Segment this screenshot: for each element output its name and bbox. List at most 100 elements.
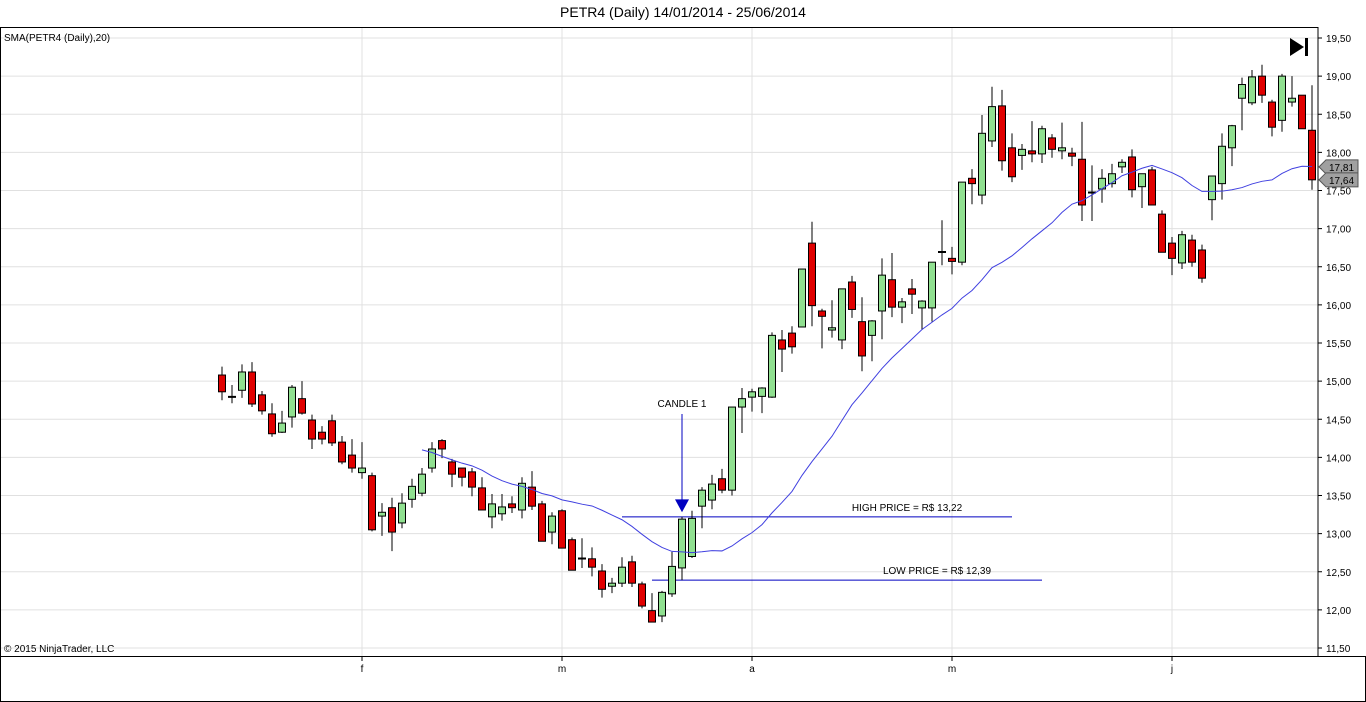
y-tick-label: 16,00 [1326,301,1351,312]
candle-body [508,503,516,509]
chart-title: PETR4 (Daily) 14/01/2014 - 25/06/2014 [560,4,806,20]
price-flag-label: 17,64 [1329,176,1354,187]
candle-body [768,334,776,398]
candle-body [228,395,236,398]
candle [268,403,276,437]
candle-body [918,300,926,309]
candle-body [778,339,786,350]
candle-body [1118,161,1126,168]
candle-body [268,413,276,435]
candle [338,436,346,465]
candle [258,391,266,415]
candle-body [648,610,656,623]
candle-body [248,371,256,405]
candle-body [398,502,406,524]
candle [348,439,356,473]
candle [988,86,996,148]
candle-body [1248,76,1256,104]
candle-1-label: CANDLE 1 [658,399,707,410]
candle-body [298,398,306,414]
candle [1218,133,1226,200]
candle-body [348,454,356,469]
candle-body [458,467,466,478]
skip-arrow [1290,38,1304,56]
candle [328,414,336,446]
candle [918,300,926,331]
candle-body [658,591,666,617]
skip-bar [1305,38,1308,56]
candle [788,326,796,354]
candle-body [1138,173,1146,188]
candle-body [568,539,576,571]
candle-body [328,420,336,444]
candle-body [1228,125,1236,149]
candle-body [1188,239,1196,263]
candle-body [318,431,326,440]
candle-body [618,566,626,584]
skip-to-end-icon[interactable] [1290,38,1308,56]
candle-body [998,105,1006,162]
x-tick-label: m [558,664,566,675]
candle [1048,134,1056,158]
candle-body [358,467,366,474]
candle [1268,99,1276,137]
candle-body [1018,148,1026,156]
candle-body [958,181,966,263]
candle [498,493,506,521]
candle-body [948,257,956,262]
price-flag [1318,159,1359,175]
y-tick-label: 14,50 [1326,415,1351,426]
candle [678,516,686,581]
candle [458,467,466,487]
candle-body [938,251,946,253]
candle [488,493,496,529]
candle [508,496,516,514]
candle [718,468,726,494]
candle [638,581,646,609]
candle-body [908,288,916,295]
candle-body [1008,147,1016,178]
candle [408,478,416,508]
x-tick-label: f [361,664,364,675]
candle [538,500,546,542]
y-tick-label: 12,50 [1326,568,1351,579]
y-tick-label: 15,00 [1326,377,1351,388]
candle [808,221,816,327]
candle-body [308,419,316,440]
candle-body [1038,128,1046,155]
candle [728,406,736,496]
candle [598,564,606,598]
candle [618,557,626,587]
candle-body [278,422,286,433]
candle [1098,169,1106,203]
candle [818,308,826,349]
candle [698,487,706,529]
candle-body [338,441,346,463]
candle [228,384,236,404]
candle [578,538,586,568]
candle [708,474,716,510]
candle-body [378,511,386,517]
x-tick-label: m [948,664,956,675]
candle-body [818,310,826,317]
candle [1198,244,1206,283]
candle [948,246,956,275]
candle [278,410,286,433]
plot-frame [0,27,1319,657]
candle [838,288,846,350]
candle-body [808,242,816,307]
indicator-label: SMA(PETR4 (Daily),20) [4,33,111,44]
candle [308,414,316,449]
candle-body [428,448,436,469]
candle [398,493,406,529]
candle-body [1068,152,1076,157]
candle [908,278,916,315]
y-tick-label: 17,50 [1326,187,1351,198]
y-tick-label: 13,50 [1326,492,1351,503]
candle-body [828,327,836,331]
candle [928,261,936,322]
candle [778,330,786,372]
candle [878,258,886,340]
sma-line [421,164,1313,554]
